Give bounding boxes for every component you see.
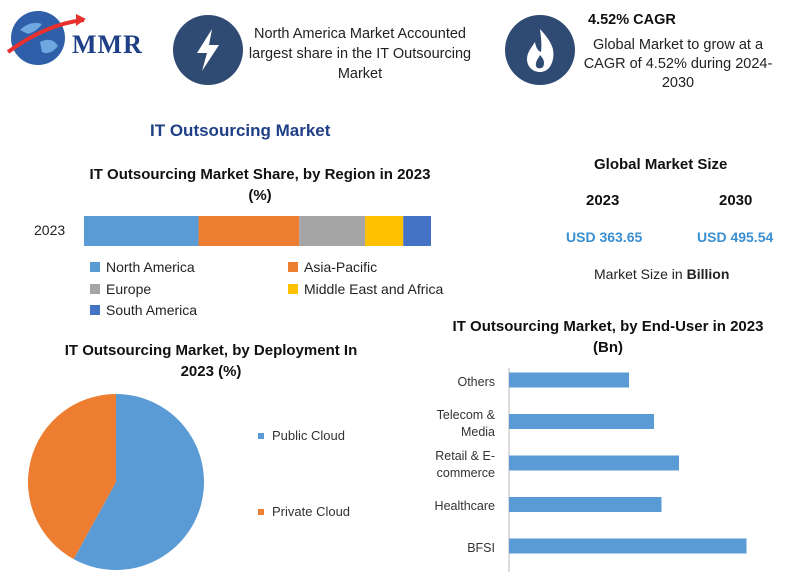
pie-legend-label: Private Cloud (272, 504, 351, 519)
highlight-north-america-text: North America Market Accounted largest s… (248, 26, 472, 82)
end-user-tick-label-line: Retail & E- (435, 449, 495, 463)
end-user-bar-bfsi (509, 538, 747, 554)
end-user-bar-chart (508, 368, 747, 572)
highlight-icon-circle (173, 15, 243, 85)
end-user-tick-label: Retail & E-commerce (435, 448, 495, 482)
end-user-tick-label-line: BFSI (467, 540, 495, 555)
legend-swatch (90, 284, 100, 294)
lightning-icon (197, 29, 219, 71)
region-bar-segment-europe (299, 216, 366, 246)
market-size-year-2030: 2030 (719, 192, 753, 209)
deployment-pie-chart (27, 394, 204, 570)
legend-label: South America (106, 302, 198, 318)
end-user-tick-label: Others (457, 374, 495, 391)
market-size-note-unit: Billion (686, 266, 730, 282)
end-user-tick-label-line: Others (457, 374, 495, 389)
logo (6, 6, 166, 68)
logo-text: MMR (72, 30, 143, 59)
market-size-value-2023: USD 363.65 (566, 229, 643, 245)
region-bar-segment-south-america (403, 216, 431, 246)
pie-legend-private-cloud: Private Cloud (258, 504, 350, 519)
end-user-tick-label-line: Healthcare (434, 499, 495, 513)
legend-label: Asia-Pacific (304, 259, 378, 275)
market-size-note-prefix: Market Size in (594, 266, 687, 282)
legend-item-asia-pacific: Asia-Pacific (288, 259, 377, 275)
end-user-tick-label-line: commerce (436, 466, 495, 480)
end-user-bar-telecom-media (509, 414, 654, 429)
end-user-tick-label-line: Telecom & (436, 407, 495, 422)
region-bar-segment-middle-east-and-africa (365, 216, 404, 246)
flame-icon (527, 29, 554, 72)
region-bar-segment-north-america (84, 216, 199, 246)
end-user-category-labels: Others Telecom & Media Retail & E-commerce H… (400, 370, 505, 570)
legend-label: North America (106, 259, 195, 275)
end-user-bar-retail-e-commerce (509, 455, 679, 471)
legend-item-north-america: North America (90, 259, 195, 275)
legend-label: Middle East and Africa (304, 281, 444, 297)
region-chart-title: IT Outsourcing Market Share, by Region i… (89, 166, 431, 204)
legend-label: Europe (106, 281, 152, 297)
highlight-icon-circle (505, 15, 575, 85)
market-size-note: Market Size in Billion (594, 266, 729, 282)
market-size-value-2030: USD 495.54 (697, 229, 774, 245)
end-user-chart-title: IT Outsourcing Market, by End-User in 20… (452, 318, 764, 356)
legend-swatch (90, 305, 100, 315)
legend-item-middle-east-africa: Middle East and Africa (288, 281, 443, 297)
deployment-chart-title: IT Outsourcing Market, by Deployment In … (64, 342, 358, 380)
region-legend: North America Asia-Pacific Europe Middle… (90, 259, 470, 323)
cagr-title: 4.52% CAGR (588, 12, 676, 28)
market-size-year-2023: 2023 (586, 192, 620, 209)
end-user-tick-label: Healthcare (435, 498, 495, 515)
pie-legend-swatch (258, 432, 264, 439)
end-user-tick-label: Telecom & Media (437, 407, 495, 441)
main-title: IT Outsourcing Market (150, 121, 331, 140)
end-user-bar-others (509, 372, 629, 388)
legend-item-south-america: South America (90, 302, 197, 318)
pie-legend-label: Public Cloud (272, 428, 345, 443)
region-category-label: 2023 (34, 222, 66, 238)
cagr-text: Global Market to grow at a CAGR of 4.52%… (583, 37, 773, 91)
globe-icon (6, 11, 86, 65)
legend-swatch (288, 262, 298, 272)
legend-item-europe: Europe (90, 281, 151, 297)
end-user-tick-label-line: Media (460, 424, 495, 439)
end-user-tick-label: BFSI (467, 540, 495, 557)
legend-swatch (90, 262, 100, 272)
pie-slice-public-cloud (73, 394, 204, 570)
region-stacked-bar (84, 216, 431, 246)
market-size-heading: Global Market Size (594, 156, 728, 173)
pie-legend-public-cloud: Public Cloud (258, 428, 345, 443)
pie-legend-swatch (258, 508, 264, 515)
pie-slice-private-cloud (27, 394, 116, 560)
end-user-bar-healthcare (509, 497, 662, 512)
region-bar-segment-asia-pacific (198, 216, 300, 246)
legend-swatch (288, 284, 298, 294)
